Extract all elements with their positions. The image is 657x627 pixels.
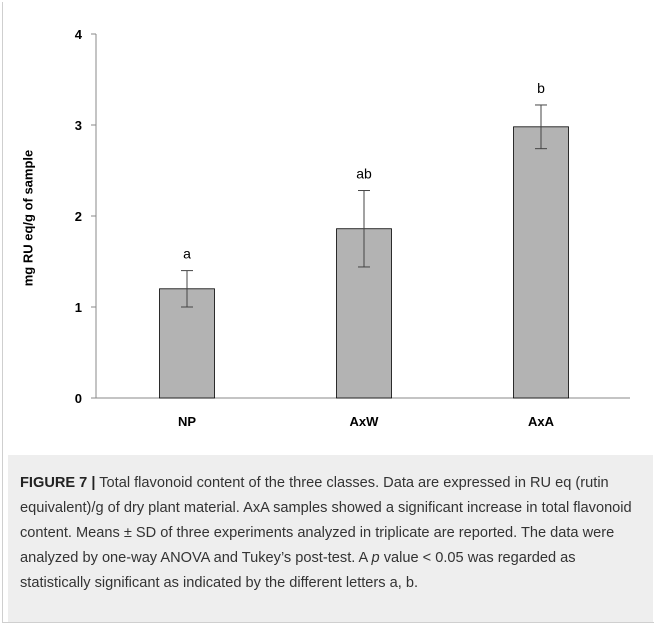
y-tick-label: 0 (75, 391, 82, 406)
significance-letter: ab (356, 166, 372, 182)
caption-text-2: value < 0.05 was regarded as statistical… (20, 550, 576, 591)
y-tick-label: 2 (75, 209, 82, 224)
y-tick-label: 3 (75, 118, 82, 133)
caption-text-1: Total flavonoid content of the three cla… (20, 475, 632, 566)
significance-letter: b (537, 80, 545, 96)
caption-box (8, 455, 653, 622)
bar-axa (513, 126, 569, 399)
y-tick-label: 1 (75, 300, 82, 315)
significance-letter: a (183, 246, 191, 262)
x-tick-label: AxW (350, 414, 380, 429)
x-tick-label: AxA (528, 414, 555, 429)
caption-p-symbol: p (371, 550, 380, 566)
x-tick-label: NP (178, 414, 196, 429)
y-axis-label: mg RU eq/g of sample (20, 149, 36, 287)
figure-caption: FIGURE 7 | Total flavonoid content of th… (20, 471, 640, 596)
y-tick-label: 4 (75, 27, 83, 42)
caption-label: FIGURE 7 | (20, 475, 96, 491)
bar-chart: 0 1 2 3 4 a NP ab AxW b AxA (75, 27, 630, 429)
